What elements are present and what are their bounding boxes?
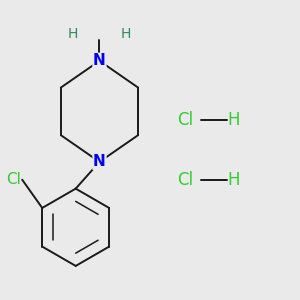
Text: Cl: Cl xyxy=(6,172,21,187)
Text: H: H xyxy=(121,27,131,41)
Text: H: H xyxy=(68,27,78,41)
Text: N: N xyxy=(93,53,106,68)
Text: N: N xyxy=(93,154,106,169)
Text: H: H xyxy=(227,111,239,129)
Text: Cl: Cl xyxy=(178,111,194,129)
Text: Cl: Cl xyxy=(178,171,194,189)
Text: H: H xyxy=(227,171,239,189)
